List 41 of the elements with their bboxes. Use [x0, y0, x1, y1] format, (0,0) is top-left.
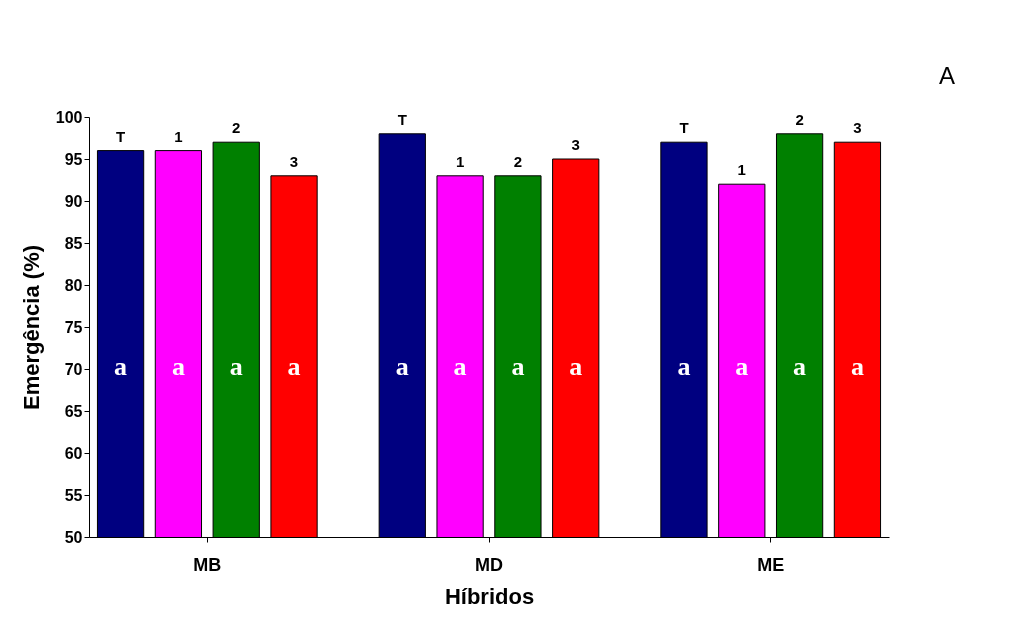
series-label: 2 [232, 119, 241, 137]
text: 1 [455, 152, 465, 170]
y-axis-title: Emergência (%) [18, 244, 44, 411]
y-tick-label: 80 [64, 276, 83, 294]
text: T [679, 119, 689, 137]
y-tick-label: 65 [64, 402, 83, 420]
x-axis-title: Híbridos [444, 583, 535, 609]
annotation: a [850, 352, 864, 381]
y-tick-label: 60 [64, 444, 83, 462]
text: A [939, 62, 956, 89]
annotation: a [677, 352, 691, 381]
y-tick-label: 70 [64, 360, 83, 378]
text: 1 [737, 161, 746, 179]
text: 3 [853, 119, 862, 137]
x-tick-label: ME [757, 554, 785, 575]
y-tick-label: 55 [64, 486, 83, 504]
series-label: 1 [174, 127, 183, 145]
y-tick-label: 85 [64, 234, 83, 252]
annotation: a [793, 352, 807, 381]
x-tick-label: MB [193, 554, 222, 575]
annotation: a [511, 352, 525, 381]
series-label: T [115, 127, 126, 145]
x-tick-label: MD [475, 554, 503, 575]
annotation: a [114, 352, 128, 381]
series-label: 3 [289, 152, 299, 170]
text: 3 [571, 136, 580, 153]
annotation: a [453, 352, 467, 381]
text: T [397, 110, 407, 128]
annotation: a [569, 352, 583, 381]
y-tick-label: 100 [55, 108, 83, 126]
annotation: a [171, 352, 185, 381]
text: 2 [795, 110, 804, 128]
annotation: a [735, 352, 749, 381]
y-tick-label: 90 [64, 192, 83, 210]
y-tick-label: 50 [64, 528, 83, 546]
y-tick-label: 95 [64, 150, 83, 168]
annotation: a [287, 352, 301, 381]
annotation: a [395, 352, 409, 381]
y-tick-label: 75 [64, 318, 83, 336]
annotation: a [229, 352, 243, 381]
text: 2 [513, 152, 523, 170]
